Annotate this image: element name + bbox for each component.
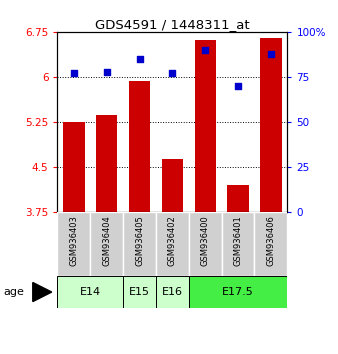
Bar xyxy=(96,115,117,212)
Bar xyxy=(189,276,287,308)
Text: E14: E14 xyxy=(80,287,101,297)
Polygon shape xyxy=(33,282,52,302)
Bar xyxy=(260,38,282,212)
Bar xyxy=(57,212,90,276)
Bar xyxy=(222,212,255,276)
Text: age: age xyxy=(3,287,24,297)
Point xyxy=(235,83,241,89)
Title: GDS4591 / 1448311_at: GDS4591 / 1448311_at xyxy=(95,18,250,31)
Text: GSM936401: GSM936401 xyxy=(234,216,243,266)
Bar xyxy=(123,212,156,276)
Text: GSM936403: GSM936403 xyxy=(69,216,78,267)
Bar xyxy=(63,122,84,212)
Bar xyxy=(227,185,249,212)
Point xyxy=(137,56,142,62)
Text: GSM936405: GSM936405 xyxy=(135,216,144,266)
Text: E15: E15 xyxy=(129,287,150,297)
Point xyxy=(202,47,208,53)
Point xyxy=(170,70,175,76)
Bar xyxy=(162,159,183,212)
Point xyxy=(71,70,77,76)
Text: GSM936404: GSM936404 xyxy=(102,216,111,266)
Bar xyxy=(189,212,222,276)
Text: GSM936400: GSM936400 xyxy=(201,216,210,266)
Bar xyxy=(255,212,287,276)
Bar xyxy=(129,81,150,212)
Bar xyxy=(156,276,189,308)
Point xyxy=(104,69,110,74)
Point xyxy=(268,51,273,56)
Bar xyxy=(195,40,216,212)
Text: GSM936402: GSM936402 xyxy=(168,216,177,266)
Text: E17.5: E17.5 xyxy=(222,287,254,297)
Text: GSM936406: GSM936406 xyxy=(266,216,275,267)
Text: E16: E16 xyxy=(162,287,183,297)
Bar xyxy=(57,276,123,308)
Bar xyxy=(123,276,156,308)
Bar xyxy=(156,212,189,276)
Bar xyxy=(90,212,123,276)
